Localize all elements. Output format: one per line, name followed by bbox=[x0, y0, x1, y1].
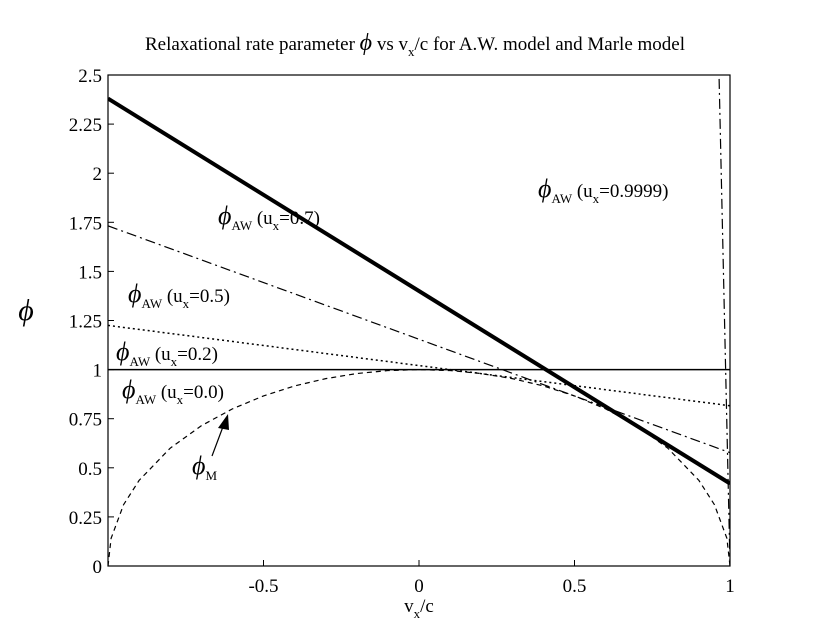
y-tick-label: 2.5 bbox=[78, 66, 102, 87]
x-tick-label: 0.5 bbox=[563, 576, 587, 597]
annotation-part: AW bbox=[129, 354, 150, 369]
annotation-part: =0.5) bbox=[189, 286, 230, 307]
chart-title-part: x bbox=[408, 44, 415, 59]
x-tick-label: 0 bbox=[414, 576, 424, 597]
chart-title: Relaxational rate parameter ϕ vs vx/c fo… bbox=[145, 30, 685, 59]
annotation-part: ϕ bbox=[128, 279, 141, 308]
annotation-part: =0.7) bbox=[279, 208, 320, 229]
y-tick-label: 0.25 bbox=[69, 508, 102, 529]
annotation-part: AW bbox=[135, 392, 156, 407]
y-tick-label: 1.5 bbox=[78, 262, 102, 283]
y-tick-label: 2.25 bbox=[69, 115, 102, 136]
annotation-part: =0.0) bbox=[183, 382, 224, 403]
annotation-part: ϕ bbox=[122, 375, 135, 404]
annotation-arrow bbox=[211, 423, 225, 457]
annotation-part: =0.9999) bbox=[599, 181, 668, 202]
annotation: ϕM bbox=[192, 451, 217, 483]
y-tick-label: 0.5 bbox=[78, 459, 102, 480]
annotation-part: (u bbox=[572, 181, 593, 202]
y-tick-label: 0 bbox=[93, 557, 103, 578]
annotation-part: ϕ bbox=[192, 451, 205, 480]
plot-frame bbox=[107, 74, 731, 567]
annotation-part: M bbox=[205, 468, 217, 483]
series bbox=[108, 225, 730, 454]
y-tick-label: 0.75 bbox=[69, 410, 102, 431]
y-tick-label: 1.75 bbox=[69, 213, 102, 234]
annotation-part: (u bbox=[162, 286, 183, 307]
annotation: ϕAW (ux=0.7) bbox=[218, 201, 320, 233]
annotation-part: x bbox=[183, 296, 190, 311]
x-tick-label: 1 bbox=[725, 576, 735, 597]
chart-title-part: /c for A.W. model and Marle model bbox=[415, 34, 686, 55]
annotation-part: AW bbox=[231, 218, 252, 233]
annotation-part: AW bbox=[141, 296, 162, 311]
series-line bbox=[108, 368, 730, 566]
chart-title-part: ϕ bbox=[360, 30, 372, 56]
x-axis-label-part: /c bbox=[420, 596, 434, 617]
annotation-part: (u bbox=[252, 208, 273, 229]
annotation: ϕAW (ux=0.5) bbox=[128, 279, 230, 311]
x-axis-label: vx/c bbox=[404, 596, 434, 621]
annotation: ϕAW (ux=0.0) bbox=[122, 375, 224, 407]
annotation-part: ϕ bbox=[116, 337, 129, 366]
series-line bbox=[108, 225, 730, 454]
x-axis-label-part: v bbox=[404, 596, 414, 617]
series bbox=[108, 96, 730, 486]
annotation-arrowhead bbox=[218, 414, 229, 430]
annotation-part: ϕ bbox=[538, 174, 551, 203]
chart-title-part: Relaxational rate parameter bbox=[145, 34, 360, 55]
y-axis-label: ϕ bbox=[18, 294, 34, 327]
annotation-part: (u bbox=[156, 382, 177, 403]
y-tick-label: 1 bbox=[93, 361, 103, 382]
annotation-part: x bbox=[177, 392, 184, 407]
annotation-part: x bbox=[171, 354, 178, 369]
series bbox=[108, 368, 730, 566]
series-line bbox=[108, 96, 730, 486]
annotation-part: x bbox=[273, 218, 280, 233]
series bbox=[718, 78, 730, 565]
annotation: ϕAW (ux=0.9999) bbox=[538, 174, 668, 206]
series-line bbox=[718, 78, 730, 565]
annotation: ϕAW (ux=0.2) bbox=[116, 337, 218, 369]
x-axis-label-part: x bbox=[414, 606, 421, 621]
annotation-part: (u bbox=[150, 344, 171, 365]
y-tick-label: 1.25 bbox=[69, 312, 102, 333]
x-tick-label: -0.5 bbox=[248, 576, 278, 597]
chart-title-part: vs v bbox=[372, 34, 408, 55]
annotation-part: =0.2) bbox=[177, 344, 218, 365]
y-tick-label: 2 bbox=[93, 164, 103, 185]
annotation-part: x bbox=[593, 191, 600, 206]
annotation-part: AW bbox=[551, 191, 572, 206]
annotation-part: ϕ bbox=[218, 201, 231, 230]
